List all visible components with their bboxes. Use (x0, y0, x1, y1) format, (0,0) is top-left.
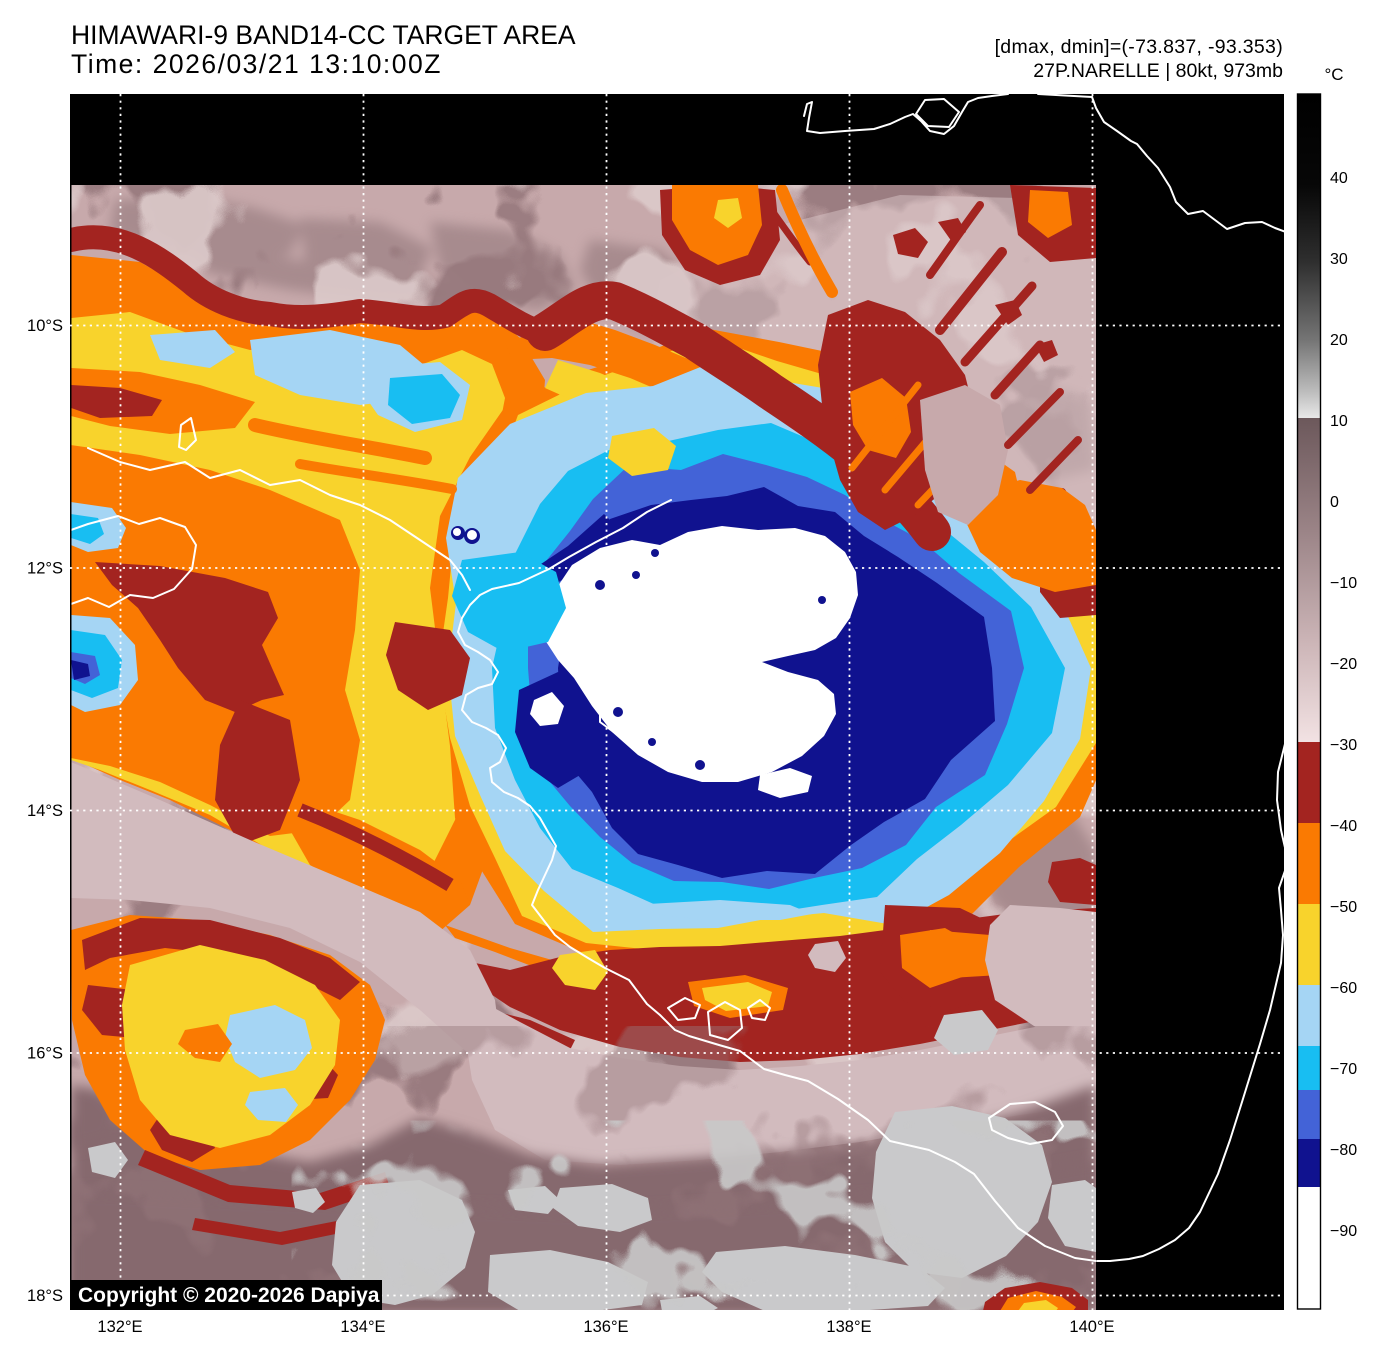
svg-text:18°S: 18°S (27, 1287, 63, 1305)
svg-text:27P.NARELLE | 80kt, 973mb: 27P.NARELLE | 80kt, 973mb (1033, 60, 1283, 82)
svg-text:−50: −50 (1330, 899, 1357, 916)
svg-text:14°S: 14°S (27, 802, 63, 820)
svg-text:−10: −10 (1330, 575, 1357, 592)
svg-text:°C: °C (1324, 65, 1343, 84)
svg-text:[dmax, dmin]=(-73.837, -93.353: [dmax, dmin]=(-73.837, -93.353) (995, 36, 1283, 58)
svg-text:HIMAWARI-9 BAND14-CC TARGET AR: HIMAWARI-9 BAND14-CC TARGET AREA (71, 20, 576, 50)
svg-text:0: 0 (1330, 494, 1339, 511)
svg-text:Copyright © 2020-2026 Dapiya: Copyright © 2020-2026 Dapiya (78, 1284, 380, 1307)
svg-text:−20: −20 (1330, 656, 1357, 673)
svg-text:−70: −70 (1330, 1061, 1357, 1078)
svg-text:138°E: 138°E (826, 1318, 871, 1336)
svg-text:10°S: 10°S (27, 317, 63, 335)
svg-text:140°E: 140°E (1069, 1318, 1114, 1336)
svg-text:−40: −40 (1330, 818, 1357, 835)
svg-text:20: 20 (1330, 332, 1348, 349)
svg-text:−30: −30 (1330, 737, 1357, 754)
svg-text:12°S: 12°S (27, 560, 63, 578)
svg-text:136°E: 136°E (583, 1318, 628, 1336)
svg-text:30: 30 (1330, 251, 1348, 268)
svg-text:−80: −80 (1330, 1142, 1357, 1159)
svg-text:Time: 2026/03/21 13:10:00Z: Time: 2026/03/21 13:10:00Z (71, 49, 442, 79)
svg-text:16°S: 16°S (27, 1045, 63, 1063)
svg-text:132°E: 132°E (97, 1318, 142, 1336)
svg-text:10: 10 (1330, 413, 1348, 430)
svg-text:40: 40 (1330, 170, 1348, 187)
svg-text:−90: −90 (1330, 1223, 1357, 1240)
svg-text:134°E: 134°E (340, 1318, 385, 1336)
svg-text:−60: −60 (1330, 980, 1357, 997)
